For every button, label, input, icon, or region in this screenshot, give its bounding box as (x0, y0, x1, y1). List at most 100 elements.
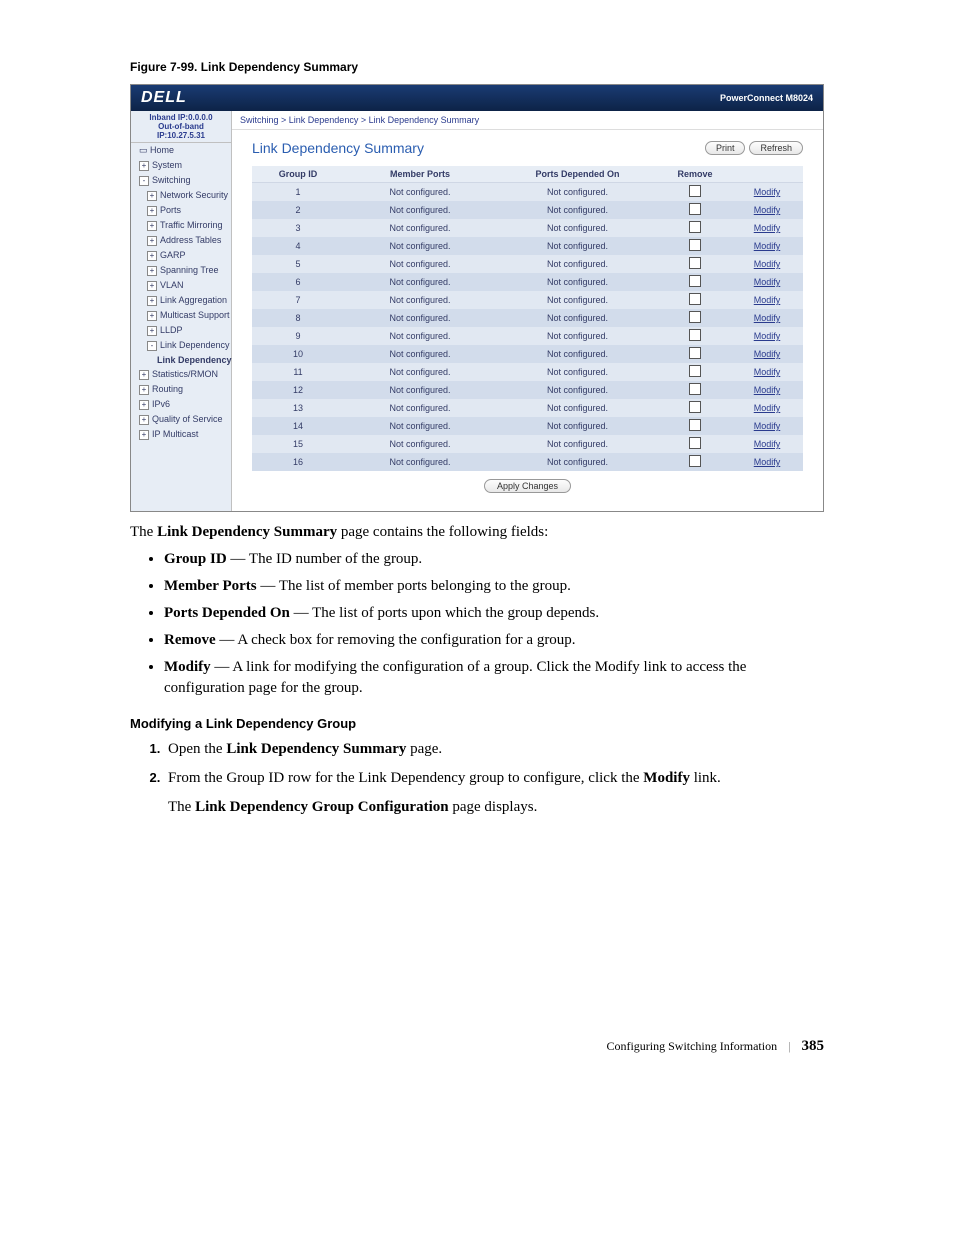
modify-link[interactable]: Modify (754, 313, 781, 323)
modify-link[interactable]: Modify (754, 349, 781, 359)
cell-ports-depended: Not configured. (496, 453, 659, 471)
cell-ports-depended: Not configured. (496, 255, 659, 273)
remove-checkbox[interactable] (689, 365, 701, 377)
breadcrumb: Switching > Link Dependency > Link Depen… (232, 111, 823, 130)
modify-link[interactable]: Modify (754, 403, 781, 413)
cell-modify: Modify (731, 201, 803, 219)
expand-icon[interactable]: + (147, 326, 157, 336)
sidebar-item[interactable]: -Switching (131, 173, 231, 188)
sidebar-item-label: IP Multicast (152, 429, 198, 439)
cell-member-ports: Not configured. (344, 255, 496, 273)
cell-group-id: 16 (252, 453, 344, 471)
cell-group-id: 13 (252, 399, 344, 417)
expand-icon[interactable]: + (147, 221, 157, 231)
remove-checkbox[interactable] (689, 221, 701, 233)
step2r-c: page displays. (449, 799, 538, 815)
expand-icon[interactable]: + (147, 266, 157, 276)
expand-icon[interactable]: + (147, 296, 157, 306)
sidebar-item[interactable]: +Multicast Support (131, 308, 231, 323)
remove-checkbox[interactable] (689, 401, 701, 413)
remove-checkbox[interactable] (689, 329, 701, 341)
cell-ports-depended: Not configured. (496, 291, 659, 309)
remove-checkbox[interactable] (689, 455, 701, 467)
cell-modify: Modify (731, 183, 803, 202)
modify-link[interactable]: Modify (754, 457, 781, 467)
modify-link[interactable]: Modify (754, 241, 781, 251)
expand-icon[interactable]: + (147, 281, 157, 291)
sidebar-item[interactable]: +Quality of Service (131, 412, 231, 427)
sidebar-item[interactable]: ▭ Home (131, 143, 231, 158)
expand-icon[interactable]: + (147, 206, 157, 216)
modify-link[interactable]: Modify (754, 439, 781, 449)
intro-prefix: The (130, 524, 157, 540)
modify-link[interactable]: Modify (754, 367, 781, 377)
expand-icon[interactable]: + (147, 191, 157, 201)
cell-member-ports: Not configured. (344, 453, 496, 471)
sidebar-item[interactable]: +VLAN (131, 278, 231, 293)
sidebar-item[interactable]: +Routing (131, 382, 231, 397)
expand-icon[interactable]: - (139, 176, 149, 186)
remove-checkbox[interactable] (689, 311, 701, 323)
remove-checkbox[interactable] (689, 419, 701, 431)
apply-changes-button[interactable]: Apply Changes (484, 479, 571, 493)
sidebar-item[interactable]: +IP Multicast (131, 427, 231, 442)
remove-checkbox[interactable] (689, 239, 701, 251)
expand-icon[interactable]: + (147, 311, 157, 321)
expand-icon[interactable]: + (147, 236, 157, 246)
section-heading: Modifying a Link Dependency Group (130, 715, 824, 733)
remove-checkbox[interactable] (689, 347, 701, 359)
modify-link[interactable]: Modify (754, 421, 781, 431)
sidebar-item[interactable]: +Spanning Tree (131, 263, 231, 278)
remove-checkbox[interactable] (689, 383, 701, 395)
refresh-button[interactable]: Refresh (749, 141, 803, 155)
sidebar-item[interactable]: +Traffic Mirroring (131, 218, 231, 233)
sidebar-item-label: Link Dependency (160, 340, 230, 350)
expand-icon[interactable]: + (139, 430, 149, 440)
expand-icon[interactable]: - (147, 341, 157, 351)
expand-icon[interactable]: + (139, 385, 149, 395)
step2-b: Modify (643, 770, 690, 786)
modify-link[interactable]: Modify (754, 295, 781, 305)
remove-checkbox[interactable] (689, 257, 701, 269)
print-button[interactable]: Print (705, 141, 746, 155)
modify-link[interactable]: Modify (754, 187, 781, 197)
cell-remove (659, 417, 731, 435)
modify-link[interactable]: Modify (754, 331, 781, 341)
sidebar-item-label: Quality of Service (152, 414, 223, 424)
sidebar-item[interactable]: +Address Tables (131, 233, 231, 248)
remove-checkbox[interactable] (689, 203, 701, 215)
col-ports-depended: Ports Depended On (496, 166, 659, 183)
sidebar-item-label: Link Aggregation (160, 295, 227, 305)
sidebar-item[interactable]: +IPv6 (131, 397, 231, 412)
cell-group-id: 1 (252, 183, 344, 202)
remove-checkbox[interactable] (689, 437, 701, 449)
sidebar-item[interactable]: -Link Dependency (131, 338, 231, 353)
expand-icon[interactable]: + (139, 370, 149, 380)
sidebar-item-label: Statistics/RMON (152, 369, 218, 379)
sidebar-item[interactable]: +Link Aggregation (131, 293, 231, 308)
remove-checkbox[interactable] (689, 293, 701, 305)
sidebar-item[interactable]: +System (131, 158, 231, 173)
sidebar-item[interactable]: +GARP (131, 248, 231, 263)
page-title: Link Dependency Summary (252, 140, 424, 156)
expand-icon[interactable]: + (139, 400, 149, 410)
page-number: 385 (802, 1038, 825, 1054)
expand-icon[interactable]: + (147, 251, 157, 261)
modify-link[interactable]: Modify (754, 259, 781, 269)
remove-checkbox[interactable] (689, 275, 701, 287)
sidebar-item[interactable]: +Ports (131, 203, 231, 218)
modify-link[interactable]: Modify (754, 277, 781, 287)
sidebar-item[interactable]: +Statistics/RMON (131, 367, 231, 382)
cell-ports-depended: Not configured. (496, 309, 659, 327)
cell-ports-depended: Not configured. (496, 417, 659, 435)
modify-link[interactable]: Modify (754, 385, 781, 395)
sidebar-item[interactable]: +LLDP (131, 323, 231, 338)
sidebar-item[interactable]: +Network Security (131, 188, 231, 203)
col-remove: Remove (659, 166, 731, 183)
expand-icon[interactable]: + (139, 161, 149, 171)
modify-link[interactable]: Modify (754, 223, 781, 233)
modify-link[interactable]: Modify (754, 205, 781, 215)
remove-checkbox[interactable] (689, 185, 701, 197)
sidebar-item[interactable]: Link Dependency (131, 353, 231, 367)
expand-icon[interactable]: + (139, 415, 149, 425)
